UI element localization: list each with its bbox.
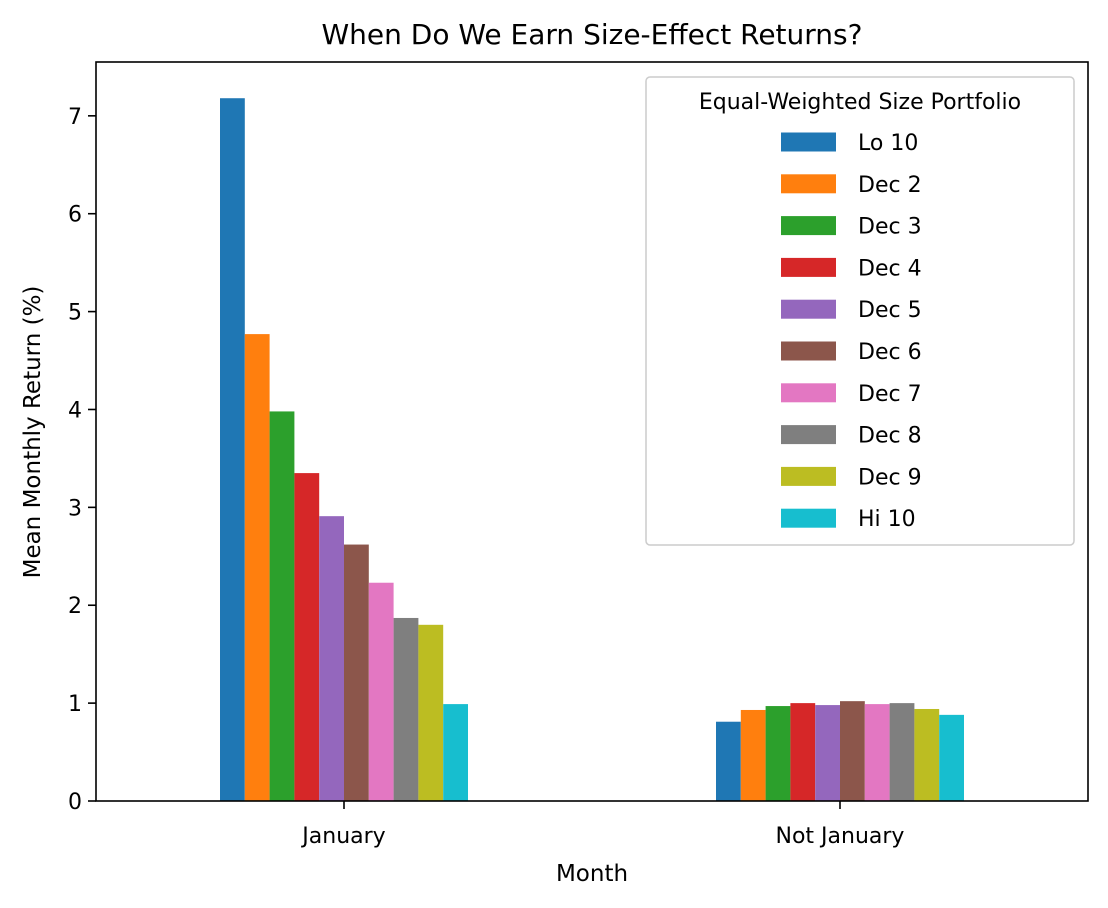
- bar-dec-4-not-january: [790, 703, 816, 801]
- legend-swatch-dec-3: [781, 216, 836, 236]
- legend-label-dec-5: Dec 5: [858, 298, 922, 323]
- bar-lo-10-january: [220, 98, 245, 802]
- legend-label-dec-4: Dec 4: [858, 256, 922, 281]
- y-axis: 0 1 2 3 4 5 6 7: [68, 105, 96, 815]
- legend-swatch-dec-8: [781, 425, 836, 445]
- legend-swatch-dec-5: [781, 299, 836, 319]
- bar-dec-6-january: [344, 544, 369, 801]
- bar-dec-3-january: [269, 411, 295, 801]
- y-tick-label: 7: [68, 105, 82, 130]
- x-tick-label: January: [300, 824, 385, 849]
- legend-swatch-dec-6: [781, 341, 836, 361]
- bar-lo-10-not-january: [716, 721, 741, 801]
- bars-group: [220, 98, 964, 802]
- legend-label-dec-7: Dec 7: [858, 382, 922, 407]
- y-tick-label: 2: [68, 594, 82, 619]
- bar-dec-4-january: [294, 473, 320, 801]
- y-axis-label: Mean Monthly Return (%): [20, 286, 46, 579]
- y-tick-label: 6: [68, 203, 82, 228]
- legend-box: [645, 76, 1075, 546]
- legend-swatch-dec-9: [781, 466, 836, 486]
- legend-entries: Lo 10 Dec 2 Dec 3 Dec 4 Dec 5 Dec 6 Dec 7 Dec 8…: [781, 131, 922, 532]
- bar-dec-5-not-january: [815, 705, 840, 801]
- bar-dec-7-not-january: [864, 704, 890, 801]
- bar-dec-2-january: [244, 334, 270, 801]
- bar-dec-9-january: [418, 624, 444, 801]
- bar-dec-7-january: [368, 582, 394, 801]
- y-tick-label: 5: [68, 301, 82, 326]
- legend-label-lo-10: Lo 10: [858, 131, 918, 156]
- y-tick-label: 4: [68, 398, 82, 423]
- x-tick-label: Not January: [776, 824, 905, 849]
- plot-frame: [95, 61, 1089, 802]
- bar-dec-9-not-january: [914, 708, 940, 801]
- legend-label-dec-3: Dec 3: [858, 215, 922, 240]
- legend-swatch-hi-10: [781, 508, 836, 528]
- y-tick-label: 0: [68, 790, 82, 815]
- chart-title: When Do We Earn Size-Effect Returns?: [321, 18, 862, 51]
- bar-dec-2-not-january: [740, 709, 766, 801]
- legend-label-hi-10: Hi 10: [858, 507, 916, 532]
- bar-dec-5-january: [319, 516, 344, 801]
- bar-dec-3-not-january: [765, 706, 791, 801]
- legend-swatch-dec-2: [781, 174, 836, 194]
- bar-dec-8-january: [393, 617, 419, 801]
- bar-dec-8-not-january: [889, 703, 915, 801]
- x-axis: January Not January: [300, 801, 904, 849]
- legend-swatch-dec-4: [781, 257, 836, 277]
- bar-dec-6-not-january: [840, 701, 865, 801]
- legend-swatch-lo-10: [781, 132, 836, 152]
- legend-label-dec-2: Dec 2: [858, 173, 922, 198]
- y-tick-label: 1: [68, 692, 82, 717]
- bar-hi-10-january: [443, 704, 468, 801]
- legend-label-dec-9: Dec 9: [858, 465, 922, 490]
- legend-swatch-dec-7: [781, 383, 836, 403]
- bar-hi-10-not-january: [939, 714, 964, 801]
- x-axis-label: Month: [556, 861, 628, 887]
- legend-title: Equal-Weighted Size Portfolio: [699, 90, 1021, 115]
- y-tick-label: 3: [68, 496, 82, 521]
- legend-label-dec-6: Dec 6: [858, 340, 922, 365]
- legend: Equal-Weighted Size Portfolio Lo 10 Dec 2…: [645, 76, 1075, 546]
- legend-label-dec-8: Dec 8: [858, 424, 922, 449]
